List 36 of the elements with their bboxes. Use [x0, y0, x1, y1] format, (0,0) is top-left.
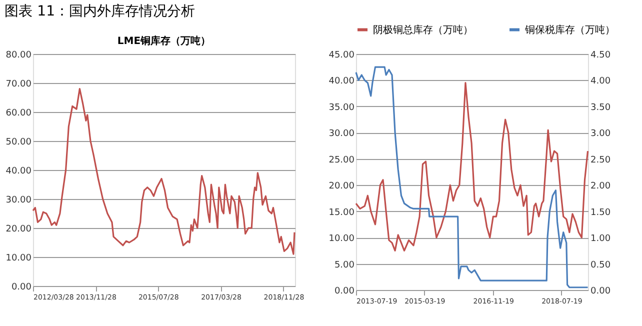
y-tick-label: 0.00: [11, 282, 32, 292]
y2-tick-label: 2.00: [590, 182, 611, 192]
y-tick-label: 10.00: [328, 234, 355, 244]
chart-title: LME铜库存（万吨）: [117, 35, 211, 47]
y-tick-label: 30.00: [6, 196, 32, 206]
line-series: [355, 66, 589, 288]
y2-tick-label: 0.50: [590, 260, 611, 270]
y-tick-label: 25.00: [328, 155, 355, 166]
y2-tick-label: 3.50: [590, 102, 611, 113]
legend-label: 阴极铜总库存（万吨）: [373, 24, 473, 36]
y2-tick-label: 0.00: [590, 286, 611, 296]
y2-tick-label: 2.50: [590, 155, 611, 166]
y-tick-label: 20.00: [6, 224, 32, 234]
text: 图表 11：国内外库存情况分析: [4, 4, 195, 20]
y-tick-label: 10.00: [6, 254, 32, 264]
y2-tick-label: 1.50: [590, 208, 611, 218]
y2-tick-label: 3.00: [590, 129, 611, 140]
y-tick-label: 0.00: [334, 286, 355, 296]
y2-tick-label: 4.00: [590, 76, 611, 87]
y-tick-label: 35.00: [328, 102, 355, 113]
line-series: [355, 82, 589, 252]
line-series: [32, 88, 296, 255]
y2-tick-label: 4.50: [590, 50, 611, 60]
legend-label: 铜保税库存（万吨）: [524, 24, 615, 36]
y-tick-label: 15.00: [328, 208, 355, 218]
y-tick-label: 20.00: [328, 182, 355, 192]
y-tick-label: 70.00: [6, 80, 32, 90]
y-tick-label: 45.00: [328, 50, 355, 60]
y2-tick-label: 1.00: [590, 234, 611, 244]
y-tick-label: 40.00: [328, 76, 355, 87]
y-tick-label: 30.00: [328, 129, 355, 140]
y-tick-label: 60.00: [6, 108, 32, 118]
y-tick-label: 5.00: [334, 260, 355, 270]
y-tick-label: 50.00: [6, 138, 32, 148]
y-tick-label: 40.00: [6, 166, 32, 176]
y-tick-label: 80.00: [6, 50, 32, 60]
